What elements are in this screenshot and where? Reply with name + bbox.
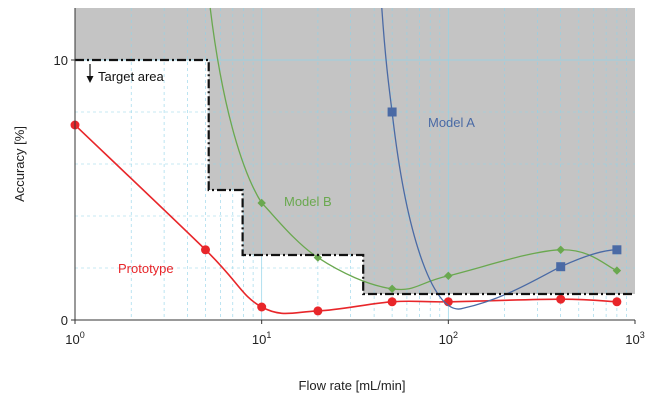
ticks: 100 101 102 103 0 10	[54, 53, 645, 347]
y-axis-title: Accuracy [%]	[12, 126, 27, 202]
x-tick-label: 102	[439, 330, 458, 347]
data-point-prototype	[556, 294, 566, 304]
data-point-prototype	[612, 297, 622, 307]
data-point-prototype	[257, 302, 267, 312]
data-point-model-b	[444, 271, 453, 280]
data-point-model-b	[556, 245, 565, 254]
target-area-annotation: Target area	[86, 64, 165, 84]
grid	[75, 8, 635, 320]
data-point-model-b	[612, 266, 622, 275]
target-area-boundary	[75, 58, 635, 296]
x-tick-label: 101	[252, 330, 271, 347]
data-point-prototype	[387, 297, 397, 307]
data-point-model-b	[257, 198, 266, 208]
data-point-model-b	[313, 253, 323, 262]
target-area-label: Target area	[98, 69, 165, 84]
data-point-prototype	[313, 306, 323, 316]
data-point-model-a	[556, 262, 566, 272]
series-line-prototype	[74, 124, 617, 315]
data-point-model-a	[612, 245, 622, 255]
series-label-model-b: Model B	[284, 194, 332, 209]
y-tick-label: 0	[61, 313, 68, 328]
target-arrow-head	[86, 76, 94, 83]
data-point-model-a	[387, 107, 397, 117]
x-axis-title: Flow rate [mL/min]	[299, 378, 406, 393]
data-point-model-b	[387, 284, 397, 293]
target-area-fill	[75, 8, 635, 294]
x-tick-label: 103	[625, 330, 644, 347]
series-line-model-b	[209, 7, 618, 291]
series-label-prototype: Prototype	[118, 261, 174, 276]
data-point-prototype	[201, 245, 210, 255]
series-label-model-a: Model A	[428, 115, 475, 130]
x-tick-label: 100	[65, 330, 84, 347]
y-tick-label: 10	[54, 53, 68, 68]
